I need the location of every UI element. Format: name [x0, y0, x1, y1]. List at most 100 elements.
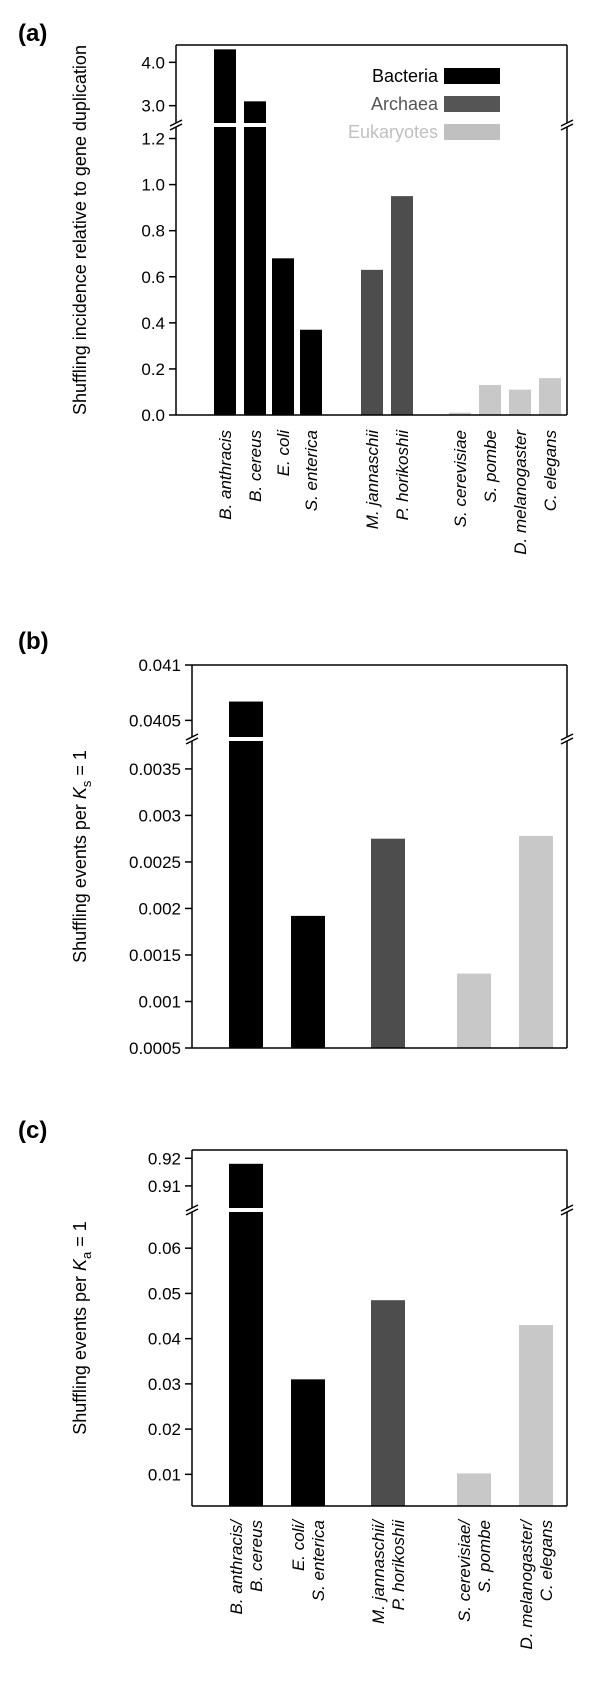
- bar-1-4: [300, 329, 322, 415]
- panel-c-letter: (c): [18, 1117, 48, 1144]
- x-category-label: E. coli: [274, 429, 293, 477]
- y-tick-label: 0.01: [148, 1465, 181, 1484]
- legend-swatch-archaea: [444, 96, 500, 112]
- chart-panel-3: 0.91 0.92 0.01 0.02 0.03 0.04 0.05 0.06 Shufflin…: [70, 1149, 574, 1650]
- y-tick-label: 0.0405: [129, 711, 181, 730]
- y-tick-label: 0.002: [138, 899, 181, 918]
- chart-panel-2: 0.0405 0.041 0.0005 0.001 0.0015 0.002 0.0025 0…: [70, 656, 574, 1058]
- bar-1-2-lower: [244, 127, 266, 415]
- x-category-label: B. anthracis/: [227, 1518, 246, 1615]
- y-tick-label: 0.8: [141, 222, 165, 241]
- x-category-label: P. horikoshii: [389, 1519, 408, 1611]
- bar-2-2: [291, 915, 325, 1048]
- legend-label-archaea: Archaea: [371, 94, 439, 114]
- bar-2-5: [519, 835, 553, 1048]
- x-category-label: B. anthracis: [216, 430, 235, 520]
- y-axis-label-prefix: Shuffling events per: [70, 799, 90, 963]
- axis-break-mark-left-top: [185, 1204, 199, 1212]
- y-tick-label: 1.2: [141, 130, 165, 149]
- bar-2-1-lower: [229, 741, 263, 1048]
- bar-1-1-lower: [214, 127, 236, 415]
- bar-1-5: [361, 269, 383, 415]
- y-axis-label-subscript: s: [79, 780, 94, 787]
- axis-break-mark-right-bottom: [560, 737, 574, 745]
- x-category-label: S. pombe: [481, 430, 500, 503]
- x-category-label: E. coli/: [289, 1518, 308, 1571]
- x-category-label: C. elegans: [537, 1520, 556, 1602]
- bar-2-1-upper: [229, 701, 263, 737]
- y-tick-label: 0.02: [148, 1420, 181, 1439]
- y-tick-label: 3.0: [141, 97, 165, 116]
- x-category-label: M. jannaschii/: [369, 1518, 388, 1624]
- bar-2-4: [457, 973, 491, 1048]
- y-tick-label: 0.001: [138, 992, 181, 1011]
- x-category-label: D. melanogaster/: [517, 1518, 536, 1650]
- bar-1-2-upper: [244, 101, 266, 123]
- y-tick-label: 0.0: [141, 406, 165, 425]
- y-tick-label: 4.0: [141, 53, 165, 72]
- y-tick-label: 0.0035: [129, 760, 181, 779]
- y-axis-label-variable: K: [70, 1258, 90, 1271]
- legend-swatch-bacteria: [444, 68, 500, 84]
- legend: Bacteria Archaea Eukaryotes: [348, 66, 500, 142]
- x-category-label: S. enterica: [302, 430, 321, 511]
- y-tick-label: 0.04: [148, 1330, 181, 1349]
- bar-1-10: [539, 378, 561, 415]
- x-category-label: C. elegans: [541, 430, 560, 512]
- y-tick-label: 0.03: [148, 1375, 181, 1394]
- axis-break-mark-left-bottom: [185, 737, 199, 745]
- axis-break-mark-right-bottom: [560, 123, 574, 131]
- bar-3-1-upper: [229, 1163, 263, 1208]
- axis-break-mark-right-top: [560, 733, 574, 741]
- x-category-label: S. cerevisiae/: [455, 1518, 474, 1622]
- y-tick-label: 0.003: [138, 806, 181, 825]
- x-category-label: B. cereus: [246, 430, 265, 502]
- y-axis-label: Shuffling events per Ks = 1: [70, 750, 94, 963]
- axis-break-mark-left-top: [169, 119, 183, 127]
- panel-b-letter: (b): [18, 628, 49, 655]
- bar-1-9: [509, 389, 531, 415]
- y-axis-label-suffix: = 1: [70, 750, 90, 781]
- y-axis-label-subscript: a: [79, 1251, 94, 1259]
- y-tick-label: 0.4: [141, 314, 165, 333]
- x-category-label: M. jannaschii: [363, 429, 382, 529]
- y-axis-label: Shuffling events per Ka = 1: [70, 1221, 94, 1435]
- axis-break-mark-left-bottom: [169, 123, 183, 131]
- y-axis-label: Shuffling incidence relative to gene dup…: [70, 45, 90, 415]
- y-tick-label: 0.041: [138, 656, 181, 675]
- bar-3-2: [291, 1379, 325, 1506]
- y-tick-label: 0.05: [148, 1284, 181, 1303]
- bar-3-1-lower: [229, 1212, 263, 1506]
- bar-1-3: [272, 258, 294, 415]
- x-category-label: P. horikoshii: [393, 429, 412, 521]
- y-axis-label-prefix: Shuffling events per: [70, 1271, 90, 1435]
- x-category-label: S. pombe: [475, 1520, 494, 1593]
- y-tick-label: 0.91: [148, 1177, 181, 1196]
- bar-3-5: [519, 1325, 553, 1506]
- bar-1-7: [449, 412, 471, 415]
- x-category-label: B. cereus: [247, 1520, 266, 1592]
- y-tick-label: 1.0: [141, 176, 165, 195]
- y-tick-label: 0.92: [148, 1149, 181, 1168]
- bar-1-1-upper: [214, 49, 236, 124]
- bar-1-8: [479, 385, 501, 415]
- y-tick-label: 0.06: [148, 1239, 181, 1258]
- legend-label-eukaryotes: Eukaryotes: [348, 122, 438, 142]
- x-category-label: S. enterica: [309, 1520, 328, 1601]
- panel-a-letter: (a): [18, 20, 48, 47]
- bar-3-3: [371, 1300, 405, 1506]
- legend-label-bacteria: Bacteria: [372, 66, 439, 86]
- axis-break-mark-left-bottom: [185, 1208, 199, 1216]
- axis-break-mark-right-top: [560, 1204, 574, 1212]
- bar-2-3: [371, 838, 405, 1048]
- chart-panel-1: 3.0 4.0 0.0 0.2 0.4 0.6 0.8 1.0 1.2 Shuffling inc…: [70, 44, 574, 555]
- y-axis-label-variable: K: [70, 786, 90, 799]
- bar-3-4: [457, 1473, 491, 1506]
- y-axis-label-suffix: = 1: [70, 1221, 90, 1252]
- axis-break-mark-right-bottom: [560, 1208, 574, 1216]
- legend-swatch-eukaryotes: [444, 124, 500, 140]
- bar-1-6: [391, 196, 413, 415]
- y-tick-label: 0.0015: [129, 946, 181, 965]
- y-tick-label: 0.6: [141, 268, 165, 287]
